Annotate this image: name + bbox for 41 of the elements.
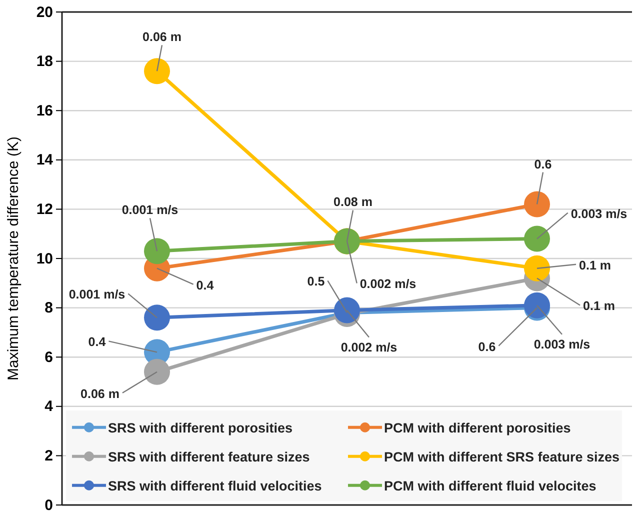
point (524, 255, 550, 282)
annotation: 0.4 (196, 278, 214, 292)
legend-label: PCM with different porosities (384, 420, 571, 436)
legend-label: SRS with different fluid velocities (108, 478, 322, 494)
legend-label: SRS with different porosities (108, 420, 293, 436)
annotation: 0.001 m/s (122, 203, 178, 218)
point (524, 191, 550, 218)
y-tick-label: 20 (36, 4, 53, 21)
point (144, 304, 170, 331)
y-tick-label: 18 (36, 53, 53, 70)
annotation: 0.002 m/s (360, 277, 416, 292)
annotation: 0.06 m (142, 30, 182, 44)
annotation: 0.6 (534, 157, 552, 172)
annotation: 0.08 m (334, 195, 372, 210)
y-tick-label: 12 (36, 201, 53, 218)
annotation: 0.001 m/s (68, 288, 126, 302)
point (144, 58, 170, 84)
annotation: 0.1 m (583, 299, 615, 314)
y-axis-title: Maximum temperature difference (K) (5, 136, 22, 380)
annotation: 0.5 (307, 274, 325, 289)
annotation: 0.6 (478, 340, 496, 354)
point (144, 238, 170, 264)
y-tick-label: 2 (44, 448, 53, 464)
annotation: 0.002 m/s (340, 340, 398, 354)
y-tick-label: 8 (44, 300, 53, 317)
y-tick-label: 4 (44, 398, 54, 416)
y-tick-label: 14 (36, 152, 54, 169)
annotation: 0.06 m (80, 386, 120, 401)
annotation: 0.003 m/s (534, 337, 590, 352)
annotation: 0.1 m (579, 258, 611, 272)
y-tick-label: 16 (36, 102, 53, 120)
y-tick-label: 10 (36, 250, 53, 268)
point (144, 358, 170, 385)
y-tick-label: 6 (44, 348, 53, 366)
legend-label: PCM with different fluid velocites (384, 478, 596, 494)
legend-label: PCM with different SRS feature sizes (384, 449, 620, 464)
y-tick-label: 0 (44, 496, 53, 513)
point (524, 226, 550, 252)
annotation: 0.4 (88, 335, 106, 350)
legend-label: SRS with different feature sizes (108, 449, 310, 464)
annotation: 0.003 m/s (570, 206, 628, 221)
